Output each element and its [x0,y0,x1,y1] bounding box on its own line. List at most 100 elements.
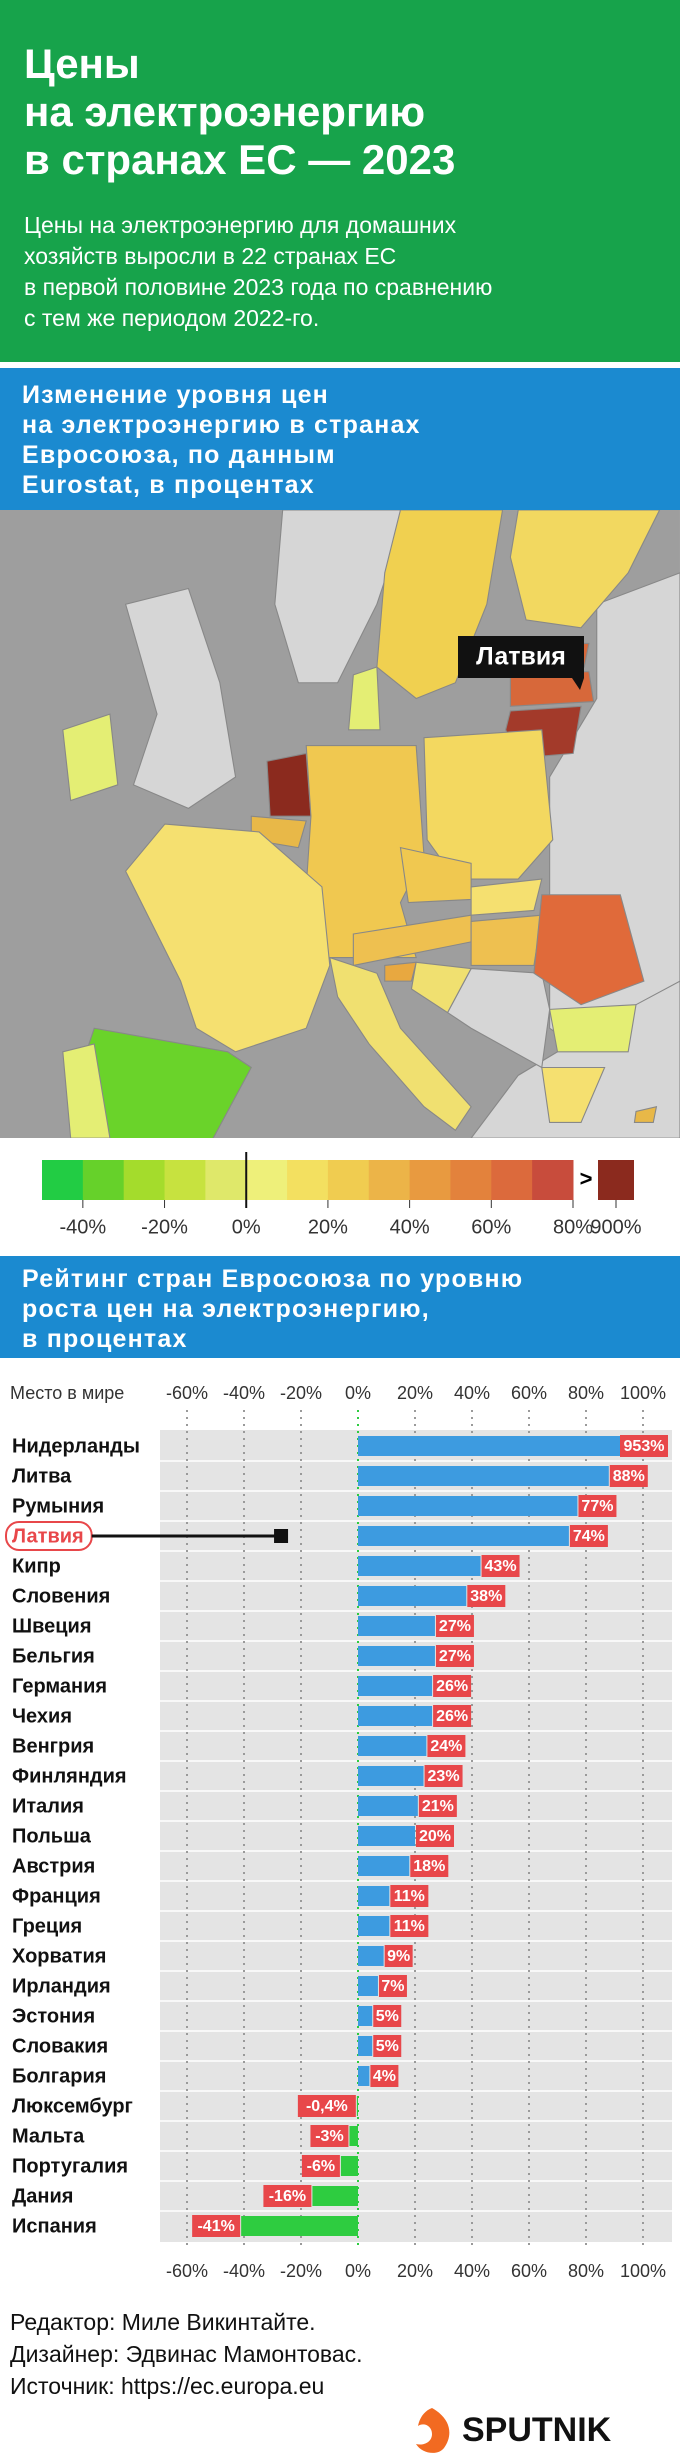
value-label: 27% [439,1618,471,1635]
value-label: 11% [394,1918,425,1935]
legend-swatch [532,1160,574,1200]
credit-line: Дизайнер: Эдвинас Мамонтовас. [10,2341,363,2367]
bar [358,1916,390,1936]
value-label: 953% [624,1438,665,1455]
value-label-box [301,2155,340,2177]
x-tick-label: -20% [280,2261,322,2281]
x-tick-label: 100% [620,2261,666,2281]
bar [358,1646,435,1666]
bar [358,1736,427,1756]
credits: Редактор: Миле Викинтайте. Дизайнер: Эдви… [10,2306,363,2402]
value-label-box [433,1675,472,1697]
legend-swatch [368,1160,411,1200]
value-label: 18% [413,1858,445,1875]
value-label: -41% [197,2218,234,2235]
bar [358,1886,390,1906]
category-label: Мальта [12,2125,85,2147]
chart: Место в мире -60% -60% -40% -40% -20% -20% 0% 0%… [5,1383,672,2281]
legend-tick-label: 40% [390,1216,430,1238]
category-label: Чехия [12,1705,72,1727]
map-label-box [458,636,584,678]
value-label: 38% [470,1588,502,1605]
x-axis-label: Место в мире [10,1383,124,1403]
value-label: 26% [436,1708,468,1725]
value-label: 77% [581,1498,613,1515]
category-label: Дания [12,2185,73,2207]
legend-swatch [598,1160,634,1200]
bar [358,1556,481,1576]
x-tick-label: -20% [280,1383,322,1403]
bar [358,1676,433,1696]
bar [358,1826,415,1846]
credit-line: Редактор: Миле Викинтайте. [10,2309,316,2335]
x-tick-label: -40% [223,1383,265,1403]
bar [358,1466,609,1486]
value-label-box [370,2065,399,2087]
brand-logo: SPUTNIK [416,2408,612,2453]
category-label: Хорватия [12,1945,106,1967]
x-tick-label: 20% [397,2261,433,2281]
bar [358,1616,435,1636]
legend-swatch [287,1160,329,1200]
credit-line: Источник: https://ec.europa.eu [10,2373,325,2399]
bar [358,2006,373,2026]
legend-tick-label: 80% [553,1216,593,1238]
bar [358,2066,370,2086]
value-label-box [378,1975,407,1997]
value-label: 23% [428,1768,460,1785]
x-tick-label: -60% [166,1383,208,1403]
category-label: Франция [12,1885,101,1907]
chart-title: Рейтинг стран Евросоюза по уровню роста … [22,1265,524,1353]
category-label: Италия [12,1795,84,1817]
subtitle: Цены на электроэнергию для домашних хозя… [24,212,493,331]
category-label: Словения [12,1585,110,1607]
category-label: Словакия [12,2035,108,2057]
value-label: 7% [381,1978,404,1995]
map-label: Латвия [476,643,566,671]
value-label: 4% [373,2068,396,2085]
value-label: 5% [376,2008,399,2025]
value-label-box [620,1435,668,1457]
category-label: Финляндия [12,1765,127,1787]
category-label: Люксембург [12,2095,133,2117]
legend-swatch [450,1160,492,1200]
x-tick-label: 80% [568,2261,604,2281]
map: Латвия [0,510,680,1138]
value-label-box [416,1825,454,1847]
value-label-box [390,1885,429,1907]
x-tick-label: 0% [345,2261,371,2281]
value-label-box [609,1465,648,1487]
bar [358,1976,378,1996]
value-label-box [373,2005,402,2027]
value-label-box [373,2035,402,2057]
bar [358,1586,467,1606]
legend-swatch [205,1160,247,1200]
bar [349,2126,358,2146]
category-label: Португалия [12,2155,128,2177]
legend-swatch [82,1160,125,1200]
bars [241,1436,668,2236]
header: Цены на электроэнергию в странах ЕС — 20… [0,0,680,362]
value-label: 20% [419,1828,451,1845]
value-label-box [578,1495,617,1517]
category-label: Германия [12,1675,107,1697]
x-tick-label: 0% [345,1383,371,1403]
value-label-box [569,1525,608,1547]
legend-swatch [327,1160,370,1200]
value-label: 27% [439,1648,471,1665]
value-label: 9% [387,1948,410,1965]
x-tick-label: 20% [397,1383,433,1403]
category-label: Греция [12,1915,82,1937]
category-label: Кипр [12,1555,61,1577]
bar [356,2096,358,2116]
bar [241,2216,358,2236]
legend-swatch [409,1160,451,1200]
value-label-box [310,2125,349,2147]
value-label-box [410,1855,449,1877]
category-label: Испания [12,2215,97,2237]
bar [358,1856,410,1876]
bar [358,1766,424,1786]
bar [358,1436,668,1456]
category-label: Румыния [12,1495,104,1517]
